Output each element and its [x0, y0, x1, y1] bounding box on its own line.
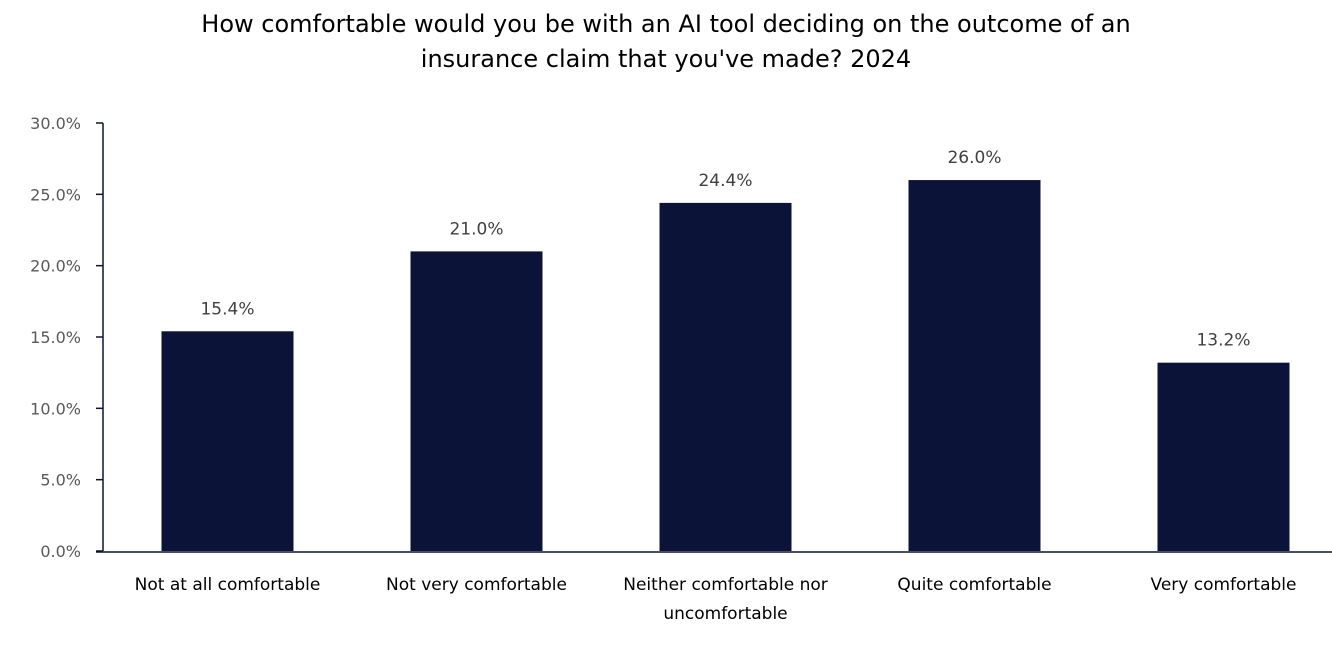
chart-title: How comfortable would you be with an AI … [201, 10, 1130, 73]
x-tick-label: Quite comfortable [897, 575, 1051, 595]
chart-title-line: How comfortable would you be with an AI … [201, 10, 1130, 38]
data-label: 13.2% [1196, 331, 1250, 351]
bars: 15.4% 21.0% 24.4% 26.0% 13.2% [161, 148, 1290, 552]
y-tick-label: 5.0% [40, 471, 81, 490]
bar [1157, 362, 1290, 551]
data-label: 26.0% [947, 148, 1001, 168]
chart-title-line: insurance claim that you've made? 2024 [421, 45, 911, 73]
data-label: 15.4% [200, 299, 254, 319]
bar [908, 180, 1041, 552]
x-tick-label: uncomfortable [663, 604, 787, 624]
x-tick-label: Neither comfortable nor [623, 575, 828, 595]
bar [410, 251, 543, 551]
data-label: 21.0% [449, 219, 503, 239]
y-tick-label: 25.0% [30, 185, 81, 204]
y-axis: 0.0% 5.0% 10.0% 15.0% 20.0% 25.0% 30.0% [30, 114, 104, 561]
y-tick-label: 30.0% [30, 114, 81, 133]
x-tick-label: Very comfortable [1151, 575, 1297, 595]
x-tick-label: Not very comfortable [386, 575, 567, 595]
x-axis: Not at all comfortable Not very comfortab… [96, 551, 1332, 624]
bar [659, 202, 792, 552]
y-tick-label: 20.0% [30, 257, 81, 276]
bar [161, 331, 294, 551]
y-tick-label: 15.0% [30, 328, 81, 347]
y-tick-label: 10.0% [30, 399, 81, 418]
data-label: 24.4% [698, 171, 752, 191]
x-tick-label: Not at all comfortable [135, 575, 321, 595]
y-tick-label: 0.0% [40, 542, 81, 561]
